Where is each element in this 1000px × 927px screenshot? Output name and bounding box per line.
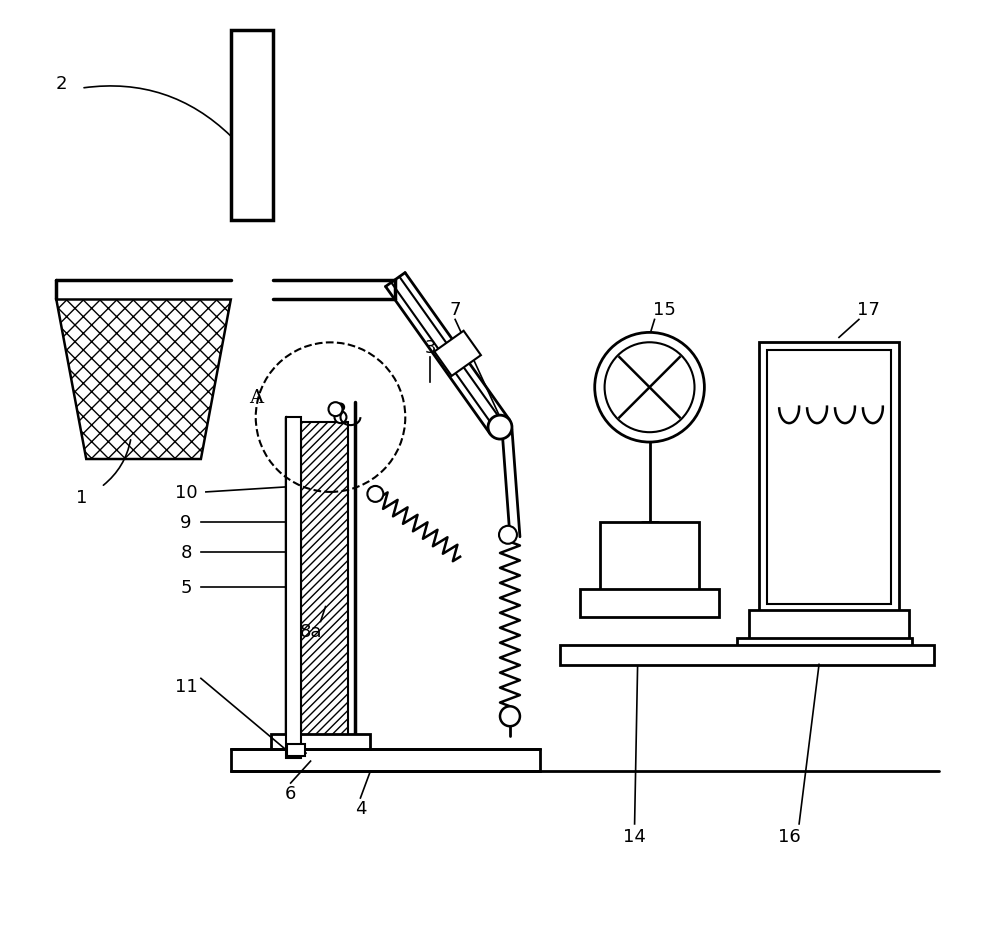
- Text: 9: 9: [180, 514, 192, 531]
- Bar: [287, 744, 305, 756]
- Bar: [286, 418, 301, 758]
- Text: 1: 1: [76, 489, 87, 506]
- Polygon shape: [434, 331, 481, 376]
- Bar: [231, 32, 273, 221]
- Text: 11: 11: [175, 678, 197, 695]
- Text: 10: 10: [175, 483, 197, 502]
- Bar: [749, 610, 909, 641]
- Bar: [737, 639, 912, 665]
- Text: 6: 6: [285, 784, 296, 802]
- Bar: [560, 646, 934, 666]
- Bar: [600, 522, 699, 592]
- Text: A: A: [249, 388, 263, 407]
- Text: 8a: 8a: [299, 623, 322, 641]
- Bar: [271, 734, 370, 749]
- Bar: [301, 423, 348, 758]
- Text: 17: 17: [857, 301, 880, 319]
- Circle shape: [334, 412, 346, 424]
- Circle shape: [605, 343, 695, 433]
- Text: 7: 7: [449, 301, 461, 319]
- Text: 15: 15: [653, 301, 676, 319]
- Text: 3: 3: [424, 339, 436, 357]
- Text: 5: 5: [180, 578, 192, 596]
- Circle shape: [367, 487, 383, 502]
- Text: 8: 8: [180, 543, 192, 561]
- Circle shape: [336, 404, 344, 412]
- Text: 2: 2: [56, 75, 67, 93]
- Circle shape: [329, 402, 342, 417]
- Bar: [231, 749, 540, 771]
- Bar: [759, 343, 899, 612]
- Circle shape: [499, 527, 517, 544]
- Text: 4: 4: [355, 799, 366, 817]
- Text: 14: 14: [623, 827, 646, 845]
- Circle shape: [500, 706, 520, 727]
- Circle shape: [488, 415, 512, 439]
- Circle shape: [595, 333, 704, 442]
- Bar: [767, 351, 891, 603]
- Polygon shape: [56, 300, 231, 460]
- Bar: [580, 589, 719, 616]
- Text: 16: 16: [778, 827, 801, 845]
